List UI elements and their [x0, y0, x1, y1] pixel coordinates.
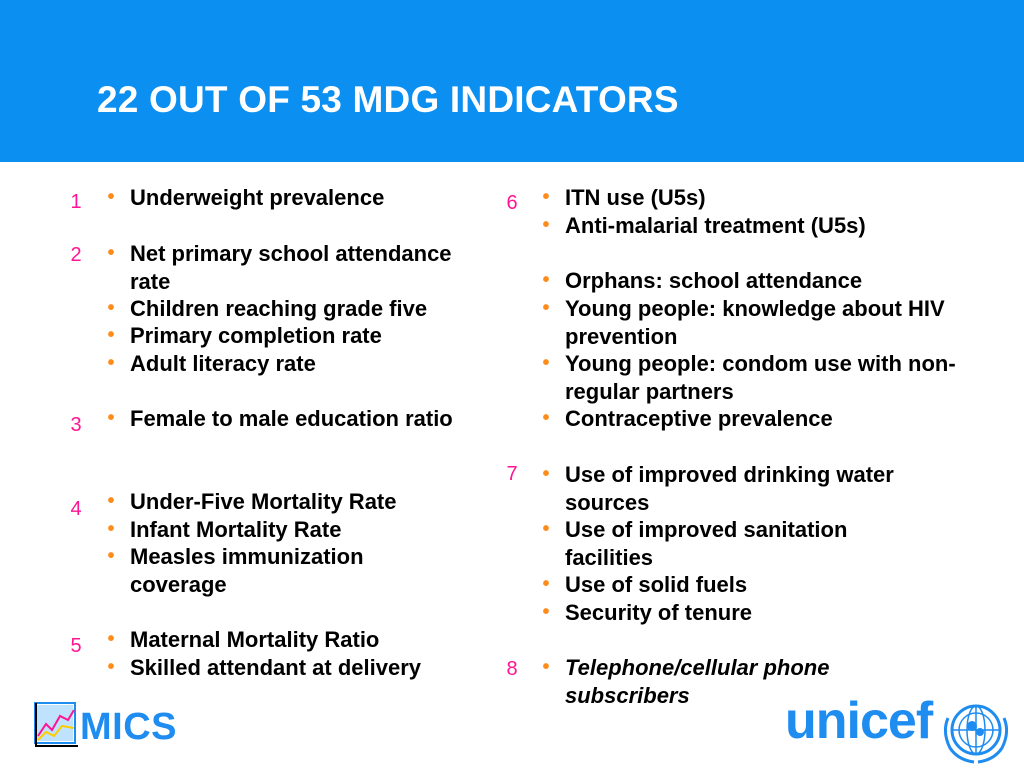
bullet-icon: • — [542, 297, 550, 319]
indicator-item: • Female to male education ratio — [107, 405, 460, 433]
indicator-label: Net primary school attendance rate — [130, 241, 452, 294]
indicator-label: Under-Five Mortality Rate — [130, 489, 397, 514]
indicator-item: • Skilled attendant at delivery — [107, 654, 485, 682]
indicator-item: • ITN use (U5s) — [542, 184, 985, 212]
bullet-icon: • — [542, 186, 550, 208]
bullet-icon: • — [542, 656, 550, 678]
bullet-icon: • — [107, 297, 115, 319]
indicator-item: • Orphans: school attendance — [542, 267, 985, 295]
indicator-label: Use of improved drinking water sources — [565, 462, 894, 515]
indicator-label: Anti-malarial treatment (U5s) — [565, 213, 866, 238]
indicator-item: • Adult literacy rate — [107, 350, 485, 378]
bullet-icon: • — [107, 545, 115, 567]
indicator-label: Security of tenure — [565, 600, 753, 625]
indicator-item: • Primary completion rate — [107, 322, 485, 350]
bullet-icon: • — [542, 352, 550, 374]
indicator-label: Young people: knowledge about HIV preven… — [565, 296, 945, 349]
goal-number-1: 1 — [70, 191, 82, 213]
indicator-label: Use of improved sanitation facilities — [565, 517, 848, 570]
bullet-icon: • — [107, 352, 115, 374]
indicator-label: Young people: condom use with non-regula… — [565, 351, 956, 404]
indicator-item: • Measles immunization coverage — [107, 543, 430, 598]
mics-logo-text: MICS — [80, 706, 177, 748]
title-banner — [0, 0, 1024, 162]
indicator-item: • Anti-malarial treatment (U5s) — [542, 212, 985, 240]
indicator-label: Telephone/cellular phone subscribers — [565, 655, 830, 708]
indicator-item: • Use of improved sanitation facilities — [542, 516, 925, 571]
bullet-icon: • — [107, 628, 115, 650]
indicator-item: • Security of tenure — [542, 599, 985, 627]
goal-number-8: 8 — [506, 658, 518, 680]
goal-number-2: 2 — [70, 244, 82, 266]
indicator-item: • Young people: knowledge about HIV prev… — [542, 295, 985, 350]
indicator-label: Female to male education ratio — [130, 406, 453, 431]
bullet-icon: • — [107, 242, 115, 264]
indicator-label: Skilled attendant at delivery — [130, 655, 421, 680]
indicator-item: • Telephone/cellular phone subscribers — [542, 654, 895, 709]
bullet-icon: • — [542, 407, 550, 429]
indicator-label: Measles immunization coverage — [130, 544, 364, 597]
indicator-item: • Use of solid fuels — [542, 571, 985, 599]
indicator-item: • Underweight prevalence — [107, 184, 485, 212]
bullet-icon: • — [542, 573, 550, 595]
bullet-icon: • — [107, 490, 115, 512]
indicator-item: • Infant Mortality Rate — [107, 516, 485, 544]
goal-number-7: 7 — [506, 463, 518, 485]
indicator-label: Primary completion rate — [130, 323, 382, 348]
bullet-icon: • — [107, 186, 115, 208]
indicator-item: • Maternal Mortality Ratio — [107, 626, 485, 654]
indicator-item: • Use of improved drinking water sources — [542, 461, 965, 516]
indicator-label: Maternal Mortality Ratio — [130, 627, 380, 652]
indicator-label: Adult literacy rate — [130, 351, 316, 376]
indicator-label: Children reaching grade five — [130, 296, 428, 321]
indicator-item: • Young people: condom use with non-regu… — [542, 350, 985, 405]
indicator-item: • Under-Five Mortality Rate — [107, 488, 485, 516]
bullet-icon: • — [542, 214, 550, 236]
goal-number-3: 3 — [70, 414, 82, 436]
indicator-item: • Children reaching grade five — [107, 295, 485, 323]
goal-number-5: 5 — [70, 635, 82, 657]
indicator-label: Underweight prevalence — [130, 185, 385, 210]
bullet-icon: • — [107, 324, 115, 346]
indicator-label: Orphans: school attendance — [565, 268, 863, 293]
goal-number-4: 4 — [70, 498, 82, 520]
bullet-icon: • — [107, 656, 115, 678]
bullet-icon: • — [107, 407, 115, 429]
bullet-icon: • — [542, 463, 550, 485]
chart-icon — [34, 702, 78, 747]
indicator-item: • Contraceptive prevalence — [542, 405, 985, 433]
bullet-icon: • — [542, 518, 550, 540]
indicator-label: Use of solid fuels — [565, 572, 748, 597]
indicator-label: Infant Mortality Rate — [130, 517, 342, 542]
slide-title: 22 OUT OF 53 MDG INDICATORS — [97, 79, 679, 120]
goal-number-6: 6 — [506, 192, 518, 214]
indicator-label: ITN use (U5s) — [565, 185, 706, 210]
unicef-logo-text: unicef — [785, 692, 933, 750]
bullet-icon: • — [542, 269, 550, 291]
indicator-item: • Net primary school attendance rate — [107, 240, 485, 295]
indicator-label: Contraceptive prevalence — [565, 406, 833, 431]
globe-emblem-icon — [943, 704, 1008, 764]
bullet-icon: • — [542, 601, 550, 623]
bullet-icon: • — [107, 518, 115, 540]
